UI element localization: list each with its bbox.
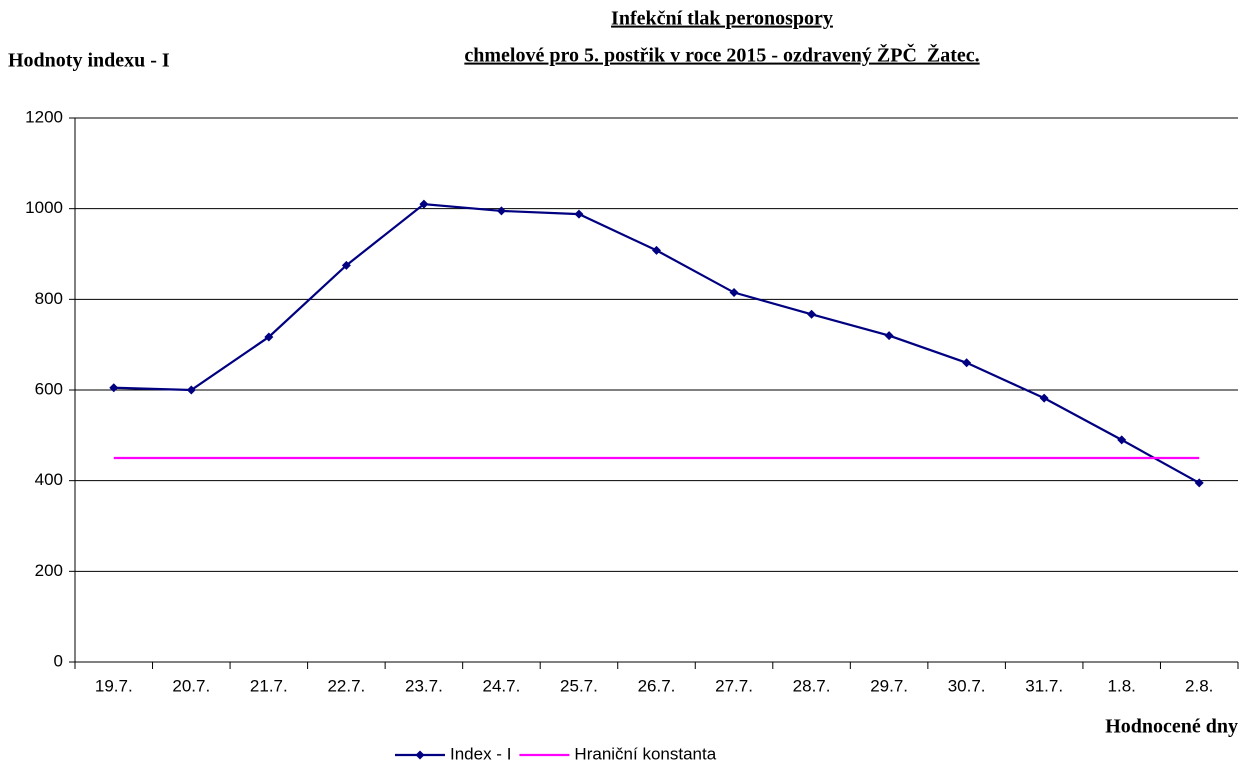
point <box>884 331 894 341</box>
y-tick-label: 1000 <box>25 198 63 217</box>
chart-title: Infekční tlak peronospory <box>611 8 833 30</box>
x-tick-label: 19.7. <box>95 676 133 695</box>
chart-subtitle: chmelové pro 5. postřik v roce 2015 - oz… <box>464 43 979 67</box>
x-axis-label: Hodnocené dny <box>1105 716 1238 738</box>
y-axis-label: Hodnoty indexu - I <box>8 50 170 72</box>
point <box>341 260 351 270</box>
x-tick-label: 30.7. <box>948 676 986 695</box>
x-tick-label: 22.7. <box>327 676 365 695</box>
y-tick-label: 1200 <box>25 107 63 126</box>
x-tick-label: 2.8. <box>1185 676 1213 695</box>
x-tick-label: 1.8. <box>1108 676 1136 695</box>
point <box>496 206 506 216</box>
y-tick-label: 200 <box>35 561 63 580</box>
x-tick-label: 23.7. <box>405 676 443 695</box>
point <box>962 358 972 368</box>
legend-label: Hraniční konstanta <box>574 744 716 763</box>
x-tick-label: 21.7. <box>250 676 288 695</box>
x-tick-label: 26.7. <box>638 676 676 695</box>
point <box>109 383 119 393</box>
point <box>1194 478 1204 488</box>
y-tick-label: 0 <box>54 651 63 670</box>
point <box>652 245 661 255</box>
point <box>264 332 274 342</box>
x-tick-label: 31.7. <box>1025 676 1063 695</box>
y-tick-label: 400 <box>35 470 63 489</box>
y-tick-label: 600 <box>35 379 63 398</box>
x-tick-label: 20.7. <box>172 676 210 695</box>
x-tick-label: 24.7. <box>483 676 521 695</box>
point <box>574 209 584 219</box>
y-tick-label: 800 <box>35 289 63 308</box>
point <box>1117 435 1127 445</box>
x-tick-label: 29.7. <box>870 676 908 695</box>
x-tick-label: 25.7. <box>560 676 598 695</box>
x-tick-label: 27.7. <box>715 676 753 695</box>
point <box>807 309 817 319</box>
point <box>419 199 429 209</box>
x-tick-label: 28.7. <box>793 676 831 695</box>
point <box>186 385 196 395</box>
legend-label: Index - I <box>450 744 511 763</box>
point <box>1039 393 1049 403</box>
legend-marker <box>415 750 425 760</box>
point <box>729 288 739 298</box>
